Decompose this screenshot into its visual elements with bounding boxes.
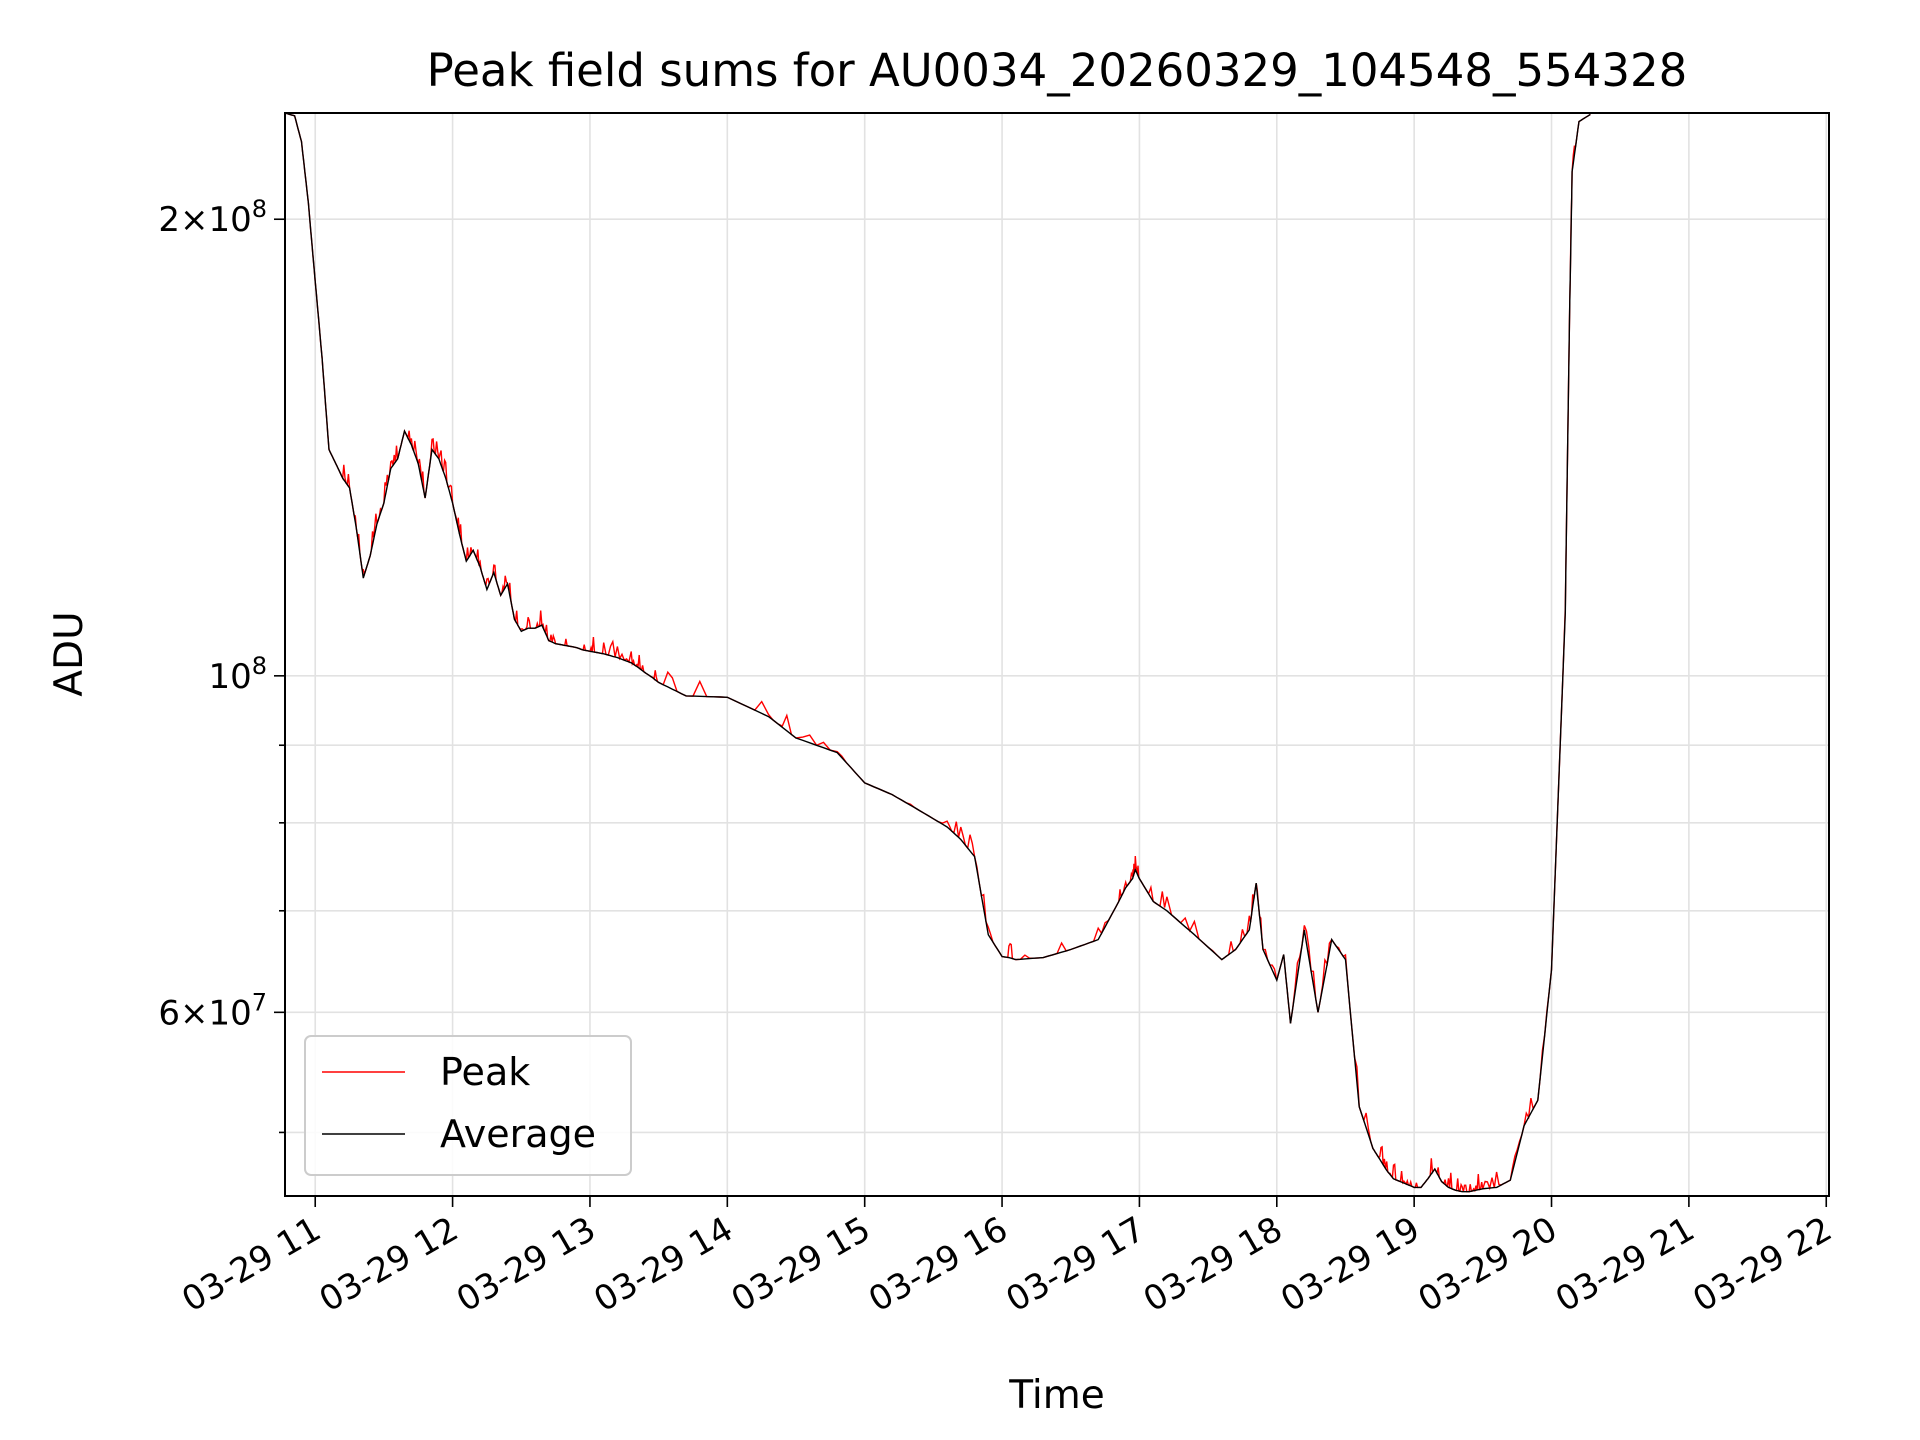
legend-average-label: Average — [440, 1112, 596, 1156]
series-layer — [284, 112, 1591, 1193]
legend: Peak Average — [304, 1035, 632, 1176]
grid — [285, 113, 1829, 1196]
x-axis-label: Time — [1008, 1373, 1104, 1418]
legend-peak-label: Peak — [440, 1050, 530, 1094]
y-tick-label: 108 — [208, 652, 267, 697]
series-average-line — [284, 112, 1591, 1193]
y-axis: 2×108 108 6×107 — [158, 195, 285, 1134]
y-axis-label: ADU — [47, 611, 92, 696]
chart-title: Peak field sums for AU0034_20260329_1045… — [427, 44, 1688, 97]
y-tick-label: 6×107 — [158, 988, 267, 1033]
plot-frame — [284, 112, 1830, 1197]
legend-box — [304, 1035, 632, 1176]
y-tick-label: 2×108 — [158, 195, 267, 240]
